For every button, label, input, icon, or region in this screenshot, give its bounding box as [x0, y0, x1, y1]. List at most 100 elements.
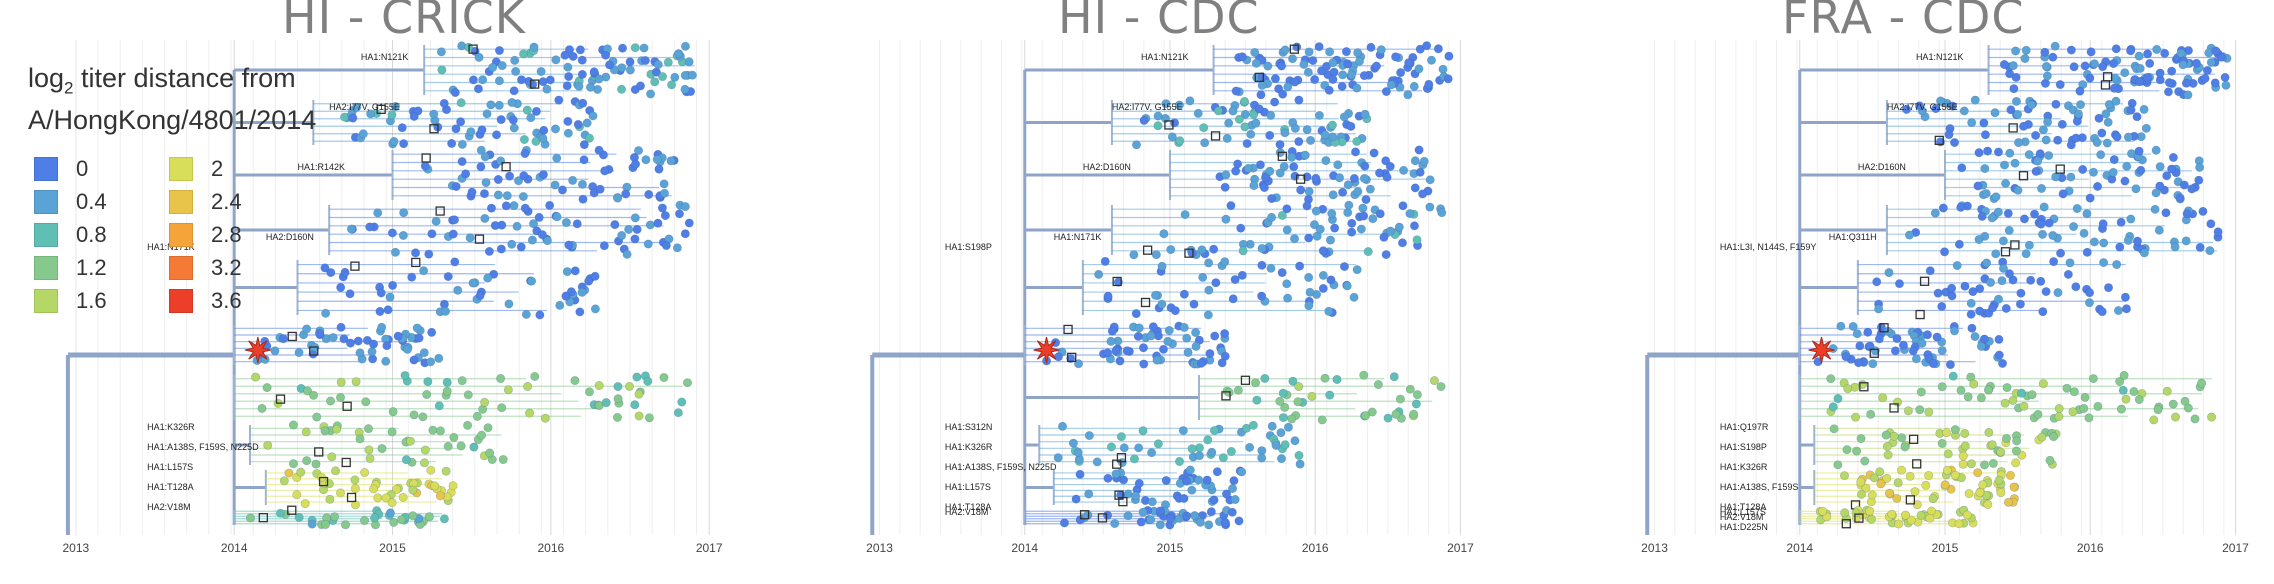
sample-point [2021, 249, 2031, 259]
sample-point [586, 82, 596, 92]
sample-point [2037, 432, 2047, 442]
sample-point [1220, 518, 1230, 528]
clade-label: HA1:S198P [945, 242, 992, 252]
x-tick-label: 2017 [1447, 541, 1474, 555]
sample-point [1115, 356, 1125, 366]
reference-marker [314, 447, 324, 457]
sample-point [2027, 390, 2037, 400]
sample-point [429, 109, 439, 119]
sample-point [2033, 409, 2043, 419]
sample-point [542, 84, 552, 94]
sample-point [660, 188, 670, 198]
reference-marker [1114, 490, 1124, 500]
sample-point [588, 111, 598, 121]
legend-swatch [169, 256, 193, 280]
sample-point [2141, 123, 2151, 133]
sample-point [1863, 327, 1873, 337]
sample-point [1974, 235, 1984, 245]
reference-marker [2008, 123, 2018, 133]
sample-point [1288, 376, 1298, 386]
sample-point [2126, 105, 2136, 115]
sample-point [1190, 511, 1200, 521]
sample-point [1226, 446, 1236, 456]
reference-marker [1889, 403, 1899, 413]
sample-point [1905, 471, 1915, 481]
clade-label: HA1:N171K [147, 242, 195, 252]
sample-point [2048, 230, 2058, 240]
sample-point [326, 268, 336, 278]
reference-marker [1254, 72, 1264, 83]
sample-point [670, 72, 680, 82]
sample-point [1170, 118, 1180, 128]
sample-point [2011, 96, 2021, 106]
sample-point [2071, 282, 2081, 292]
sample-point [1993, 207, 2003, 217]
sample-point [480, 213, 490, 223]
sample-point [2089, 237, 2099, 247]
sample-point [1314, 42, 1324, 52]
sample-point [511, 66, 521, 76]
sample-point [1287, 414, 1297, 424]
sample-point [2200, 73, 2210, 83]
sample-point [579, 140, 589, 150]
sample-point [1889, 431, 1899, 441]
sample-point [1429, 376, 1439, 386]
tree-panel: 2013 2014 2015 2016 2017 HA1:N121K HA2:I77V, G… [62, 40, 723, 555]
sample-point [397, 123, 407, 133]
sample-point [496, 115, 506, 125]
sample-point [1931, 104, 1941, 114]
sample-point [1982, 258, 1992, 268]
sample-point [2068, 407, 2078, 417]
sample-point [468, 75, 478, 85]
sample-point [568, 175, 578, 185]
sample-point [1267, 194, 1277, 204]
sample-point [1409, 409, 1419, 419]
sample-point [2181, 236, 2191, 246]
reference-marker [2055, 164, 2065, 174]
sample-point [2006, 105, 2016, 115]
sample-point [1330, 223, 1340, 233]
sample-point [2005, 470, 2015, 480]
sample-point [2092, 137, 2102, 147]
color-legend: log2 titer distance from A/HongKong/4801… [28, 62, 328, 313]
sample-point [564, 240, 574, 250]
sample-point [284, 468, 294, 478]
sample-point [687, 70, 697, 80]
sample-point [509, 201, 519, 211]
sample-point [402, 344, 412, 354]
sample-point [575, 45, 585, 55]
reference-marker [1915, 309, 1925, 320]
sample-point [1865, 506, 1875, 516]
sample-point [439, 514, 449, 524]
sample-point [466, 127, 476, 137]
sample-point [439, 98, 449, 108]
sample-point [2167, 164, 2177, 174]
sample-point [1942, 465, 1952, 475]
sample-point [311, 459, 321, 469]
sample-point [427, 327, 437, 337]
sample-point [456, 441, 466, 451]
reference-marker [342, 401, 352, 411]
sample-point [1304, 233, 1314, 243]
sample-point [251, 372, 261, 382]
sample-point [2072, 204, 2082, 214]
sample-point [1074, 359, 1084, 369]
sample-point [624, 381, 634, 391]
sample-point [473, 84, 483, 94]
sample-point [1309, 220, 1319, 230]
sample-point [1242, 139, 1252, 149]
sample-point [1937, 346, 1947, 356]
sample-point [2213, 227, 2223, 237]
sample-point [1908, 346, 1918, 356]
sample-point [2078, 165, 2088, 175]
reference-marker [1097, 513, 1108, 523]
sample-point [1194, 475, 1204, 485]
sample-point [1211, 278, 1221, 288]
sample-point [377, 322, 387, 332]
sample-point [1251, 58, 1261, 68]
sample-point [1848, 321, 1858, 331]
sample-point [1970, 332, 1980, 342]
legend-label: 3.6 [211, 288, 242, 313]
sample-point [1122, 346, 1132, 356]
sample-point [2066, 140, 2076, 150]
